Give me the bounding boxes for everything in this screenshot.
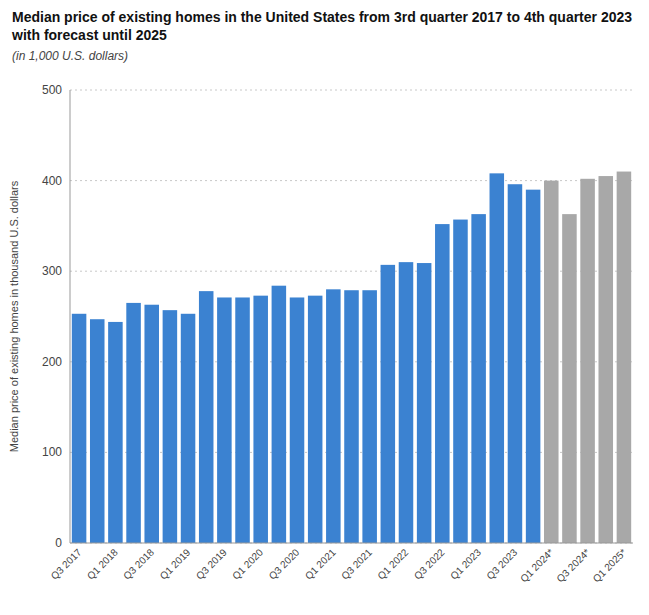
grid-line	[70, 543, 633, 544]
title-line: with forecast until 2025	[11, 27, 167, 43]
bar	[381, 265, 396, 543]
subtitle: (in 1,000 U.S. dollars)	[12, 49, 128, 63]
bar	[362, 290, 377, 543]
bar	[435, 224, 450, 543]
bar	[163, 310, 178, 543]
title: Median price of existing homes in the Un…	[11, 9, 632, 43]
y-tick-label: 500	[42, 83, 62, 97]
x-tick-label: Q3 2023	[484, 546, 519, 581]
bar	[90, 319, 105, 543]
bar	[526, 190, 541, 543]
bar	[126, 303, 141, 543]
grid	[70, 90, 633, 543]
y-tick-label: 0	[55, 536, 62, 550]
bar	[181, 314, 196, 543]
x-tick-label: Q1 2025*	[591, 547, 629, 585]
bar	[290, 297, 305, 543]
bar	[453, 220, 468, 543]
x-tick-label: Q1 2024*	[518, 547, 556, 585]
x-tick-label: Q3 2024*	[554, 547, 592, 585]
y-axis-label: Median price of existing homes in thousa…	[8, 180, 20, 452]
bar	[544, 181, 559, 543]
grid-line	[70, 90, 633, 91]
x-axis-line	[70, 543, 633, 544]
y-axis-line	[70, 90, 71, 543]
y-tick-label: 400	[42, 174, 62, 188]
y-tick-label: 300	[42, 264, 62, 278]
bar	[617, 172, 632, 543]
chart: Median price of existing homes in the Un…	[0, 0, 649, 615]
title-line: Median price of existing homes in the Un…	[12, 9, 632, 25]
bar	[471, 214, 486, 543]
x-tick-label: Q3 2019	[194, 546, 229, 581]
bars	[72, 172, 631, 543]
x-tick-label: Q3 2020	[267, 546, 302, 581]
x-tick-label: Q1 2019	[158, 546, 193, 581]
x-tick-label: Q1 2022	[375, 546, 410, 581]
bar	[199, 291, 214, 543]
x-tick-label: Q1 2018	[85, 546, 120, 581]
bar	[417, 263, 432, 543]
bar	[217, 297, 232, 543]
bar	[108, 322, 123, 543]
bar	[580, 179, 595, 543]
bar	[72, 314, 87, 543]
x-tick-label: Q3 2022	[412, 546, 447, 581]
x-tick-label: Q3 2017	[49, 546, 84, 581]
bar	[399, 262, 414, 543]
x-tick-label: Q3 2021	[339, 546, 374, 581]
bar	[272, 286, 287, 543]
x-tick-label: Q1 2021	[303, 546, 338, 581]
y-tick-label: 100	[42, 445, 62, 459]
x-tick-label: Q1 2023	[448, 546, 483, 581]
background	[0, 0, 649, 615]
bar	[235, 297, 250, 543]
bar	[562, 214, 577, 543]
bar	[253, 296, 268, 543]
bar	[344, 290, 359, 543]
x-tick-label: Q1 2020	[230, 546, 265, 581]
bar	[508, 184, 523, 543]
bar	[326, 289, 341, 543]
bar	[308, 296, 323, 543]
bar	[598, 176, 613, 543]
bar	[490, 173, 505, 543]
y-tick-label: 200	[42, 355, 62, 369]
x-tick-label: Q3 2018	[121, 546, 156, 581]
bar	[144, 305, 159, 543]
